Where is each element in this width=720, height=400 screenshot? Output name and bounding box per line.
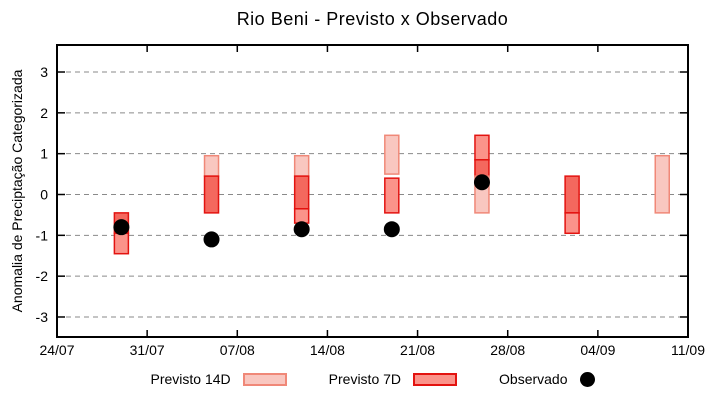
forecast-bar-segment-dark xyxy=(564,175,580,214)
forecast-bar-segment-dark xyxy=(203,175,220,214)
previsto-14d-swatch xyxy=(242,372,287,386)
x-tick-label: 21/08 xyxy=(400,342,435,358)
x-tick-label: 11/09 xyxy=(671,342,705,358)
forecast-bar-segment-light xyxy=(384,134,400,175)
y-tick-label: -3 xyxy=(36,309,49,325)
x-tick-label: 07/08 xyxy=(220,342,255,358)
previsto-7d-swatch xyxy=(413,372,458,386)
forecast-bar-segment-light xyxy=(203,154,220,177)
forecast-bar-segment-mid xyxy=(384,177,400,214)
x-tick-label: 24/07 xyxy=(39,342,74,358)
forecast-bar-segment-mid xyxy=(564,212,580,235)
observed-dot xyxy=(113,219,130,236)
observed-dot xyxy=(293,221,310,238)
y-tick-label: 3 xyxy=(40,64,48,80)
legend-label-previsto-14d: Previsto 14D xyxy=(150,371,231,387)
plot-border xyxy=(56,44,689,338)
y-tick-label: 1 xyxy=(40,146,48,162)
observado-dot-swatch xyxy=(579,371,595,387)
forecast-bar-segment-dark xyxy=(474,159,490,177)
forecast-bar-segment-light xyxy=(293,154,310,177)
legend-item-previsto-7d: Previsto 7D xyxy=(328,371,458,387)
forecast-bar-segment-mid xyxy=(293,208,310,224)
observed-dot xyxy=(383,221,400,238)
y-tick-label: -1 xyxy=(36,227,49,243)
x-tick-label: 04/09 xyxy=(580,342,615,358)
forecast-bar-segment-light xyxy=(654,154,670,214)
y-tick-label: 0 xyxy=(40,187,48,203)
y-tick-label: 2 xyxy=(40,105,48,121)
x-tick-label: 31/07 xyxy=(130,342,165,358)
legend-label-observado: Observado xyxy=(499,371,568,387)
y-axis-label: Anomalia de Preciptação Categorizada xyxy=(9,69,25,313)
x-tick-label: 28/08 xyxy=(490,342,525,358)
observed-dot xyxy=(473,174,490,191)
y-tick-label: -2 xyxy=(36,268,49,284)
legend-item-observado: Observado xyxy=(499,371,595,387)
observed-dot xyxy=(203,231,220,248)
chart-title: Rio Beni - Previsto x Observado xyxy=(236,9,509,29)
legend: Previsto 14D Previsto 7D Observado xyxy=(57,368,688,390)
forecast-bar-segment-mid xyxy=(113,232,130,255)
x-tick-label: 14/08 xyxy=(310,342,345,358)
forecast-bar-segment-mid xyxy=(474,134,490,161)
forecast-bar-segment-dark xyxy=(293,175,310,210)
legend-item-previsto-14d: Previsto 14D xyxy=(151,371,287,387)
legend-label-previsto-7d: Previsto 7D xyxy=(328,371,402,387)
